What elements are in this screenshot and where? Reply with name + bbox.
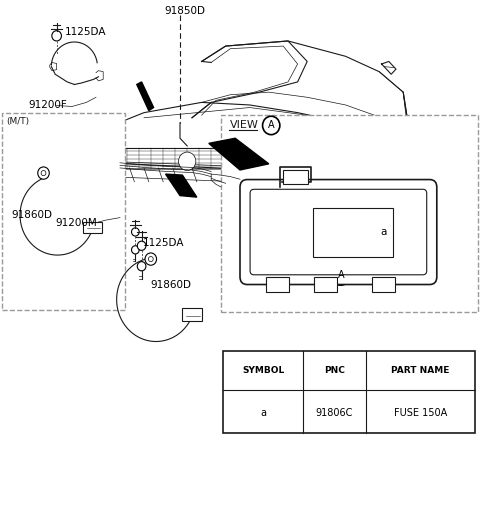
Text: A: A [268,120,275,131]
Text: a: a [380,227,387,238]
Text: VIEW: VIEW [229,120,258,131]
Text: 91200M: 91200M [55,218,97,228]
Text: 1125DA: 1125DA [143,238,184,248]
Polygon shape [166,174,197,197]
Bar [83,222,102,233]
Text: PNC: PNC [324,366,345,375]
Bar [317,200,365,238]
Circle shape [179,152,196,170]
Circle shape [38,167,49,179]
Bar [283,170,308,184]
Circle shape [41,170,46,176]
Text: A: A [337,270,344,280]
Bar [313,208,393,257]
Bar [221,115,478,312]
Text: 1125DA: 1125DA [65,27,106,37]
Text: a: a [260,408,266,418]
Polygon shape [382,61,396,74]
Text: 91200F: 91200F [29,100,68,111]
Circle shape [52,31,61,41]
Text: 91860D: 91860D [150,280,191,290]
Text: PART NAME: PART NAME [391,366,450,375]
Circle shape [263,116,280,135]
Bar [314,277,337,292]
Text: SYMBOL: SYMBOL [242,366,284,375]
Circle shape [331,265,350,285]
Text: FUSE 150A: FUSE 150A [394,408,447,418]
Circle shape [145,253,156,265]
Circle shape [148,257,153,262]
Bar [266,277,289,292]
Circle shape [137,241,146,250]
Text: 91860D: 91860D [11,210,52,220]
Circle shape [137,262,146,271]
Polygon shape [137,82,154,111]
Bar [2,113,125,310]
Circle shape [132,246,139,254]
Circle shape [132,228,139,236]
FancyBboxPatch shape [250,189,427,275]
Text: 91806C: 91806C [315,408,353,418]
FancyBboxPatch shape [240,180,437,285]
Bar [223,351,475,433]
Bar [372,277,395,292]
Text: (M/T): (M/T) [6,117,29,126]
Text: 91850D: 91850D [165,6,205,16]
Polygon shape [209,138,269,170]
Bar [182,308,202,321]
